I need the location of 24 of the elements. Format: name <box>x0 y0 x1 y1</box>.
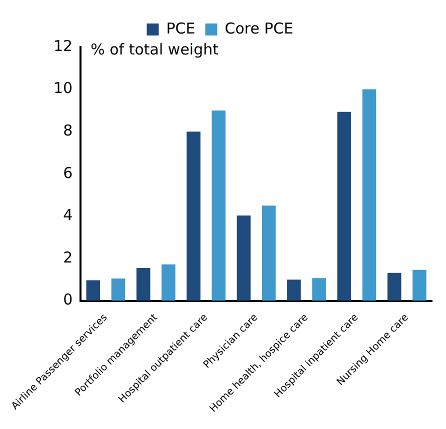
y-tick-label: 8 <box>63 121 73 140</box>
legend-label: PCE <box>166 19 196 38</box>
bar <box>186 132 200 301</box>
y-tick-label: 4 <box>63 206 73 224</box>
y-tick-label: 10 <box>54 79 73 98</box>
bar <box>412 270 426 301</box>
bar <box>136 268 150 301</box>
bar <box>162 264 176 301</box>
bar <box>362 89 376 301</box>
bar <box>262 206 276 301</box>
y-axis-title: % of total weight <box>90 40 219 58</box>
y-tick-label: 2 <box>63 248 73 266</box>
bar <box>312 278 326 301</box>
bar <box>86 280 100 301</box>
y-tick-label: 0 <box>63 290 73 309</box>
bar <box>212 110 226 301</box>
bar <box>337 112 352 301</box>
bar <box>387 272 402 301</box>
y-tick-label: 12 <box>54 36 73 55</box>
bar <box>236 216 251 301</box>
bar <box>111 278 126 301</box>
y-tick-label: 6 <box>63 164 73 182</box>
bar <box>287 280 301 301</box>
legend-label: Core PCE <box>224 19 294 38</box>
